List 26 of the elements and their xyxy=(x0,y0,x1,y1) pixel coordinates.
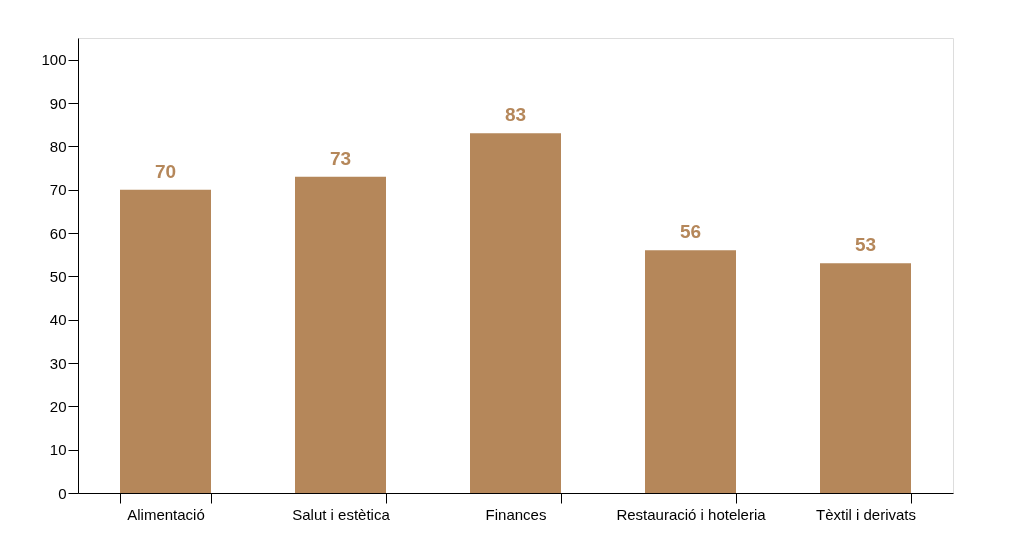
y-tick-label: 40 xyxy=(49,311,67,329)
y-tick-label: 50 xyxy=(49,267,67,285)
x-tick-label: Alimentació xyxy=(127,505,205,523)
data-label: 70 xyxy=(154,160,177,182)
data-label: 83 xyxy=(504,104,527,126)
x-tick-label: Finances xyxy=(485,505,547,523)
bar xyxy=(470,133,561,493)
bar xyxy=(295,176,386,493)
bar xyxy=(645,250,736,493)
data-label: 56 xyxy=(679,221,702,243)
data-label: 53 xyxy=(854,234,877,256)
x-tick-label: Salut i estètica xyxy=(292,505,391,523)
data-label: 73 xyxy=(329,147,352,169)
x-tick-label: Tèxtil i derivats xyxy=(815,505,917,523)
y-tick-label: 80 xyxy=(49,137,67,155)
y-tick-label: 30 xyxy=(49,354,67,372)
y-tick-label: 90 xyxy=(49,94,67,112)
y-tick-label: 20 xyxy=(49,397,67,415)
x-tick-label: Restauració i hoteleria xyxy=(616,505,767,523)
y-tick-label: 70 xyxy=(49,181,67,199)
y-tick-label: 10 xyxy=(49,441,67,459)
y-tick-label: 0 xyxy=(58,484,67,502)
y-tick-label: 100 xyxy=(41,51,67,69)
bar xyxy=(120,189,211,493)
bar xyxy=(820,263,911,493)
y-tick-label: 60 xyxy=(49,224,67,242)
